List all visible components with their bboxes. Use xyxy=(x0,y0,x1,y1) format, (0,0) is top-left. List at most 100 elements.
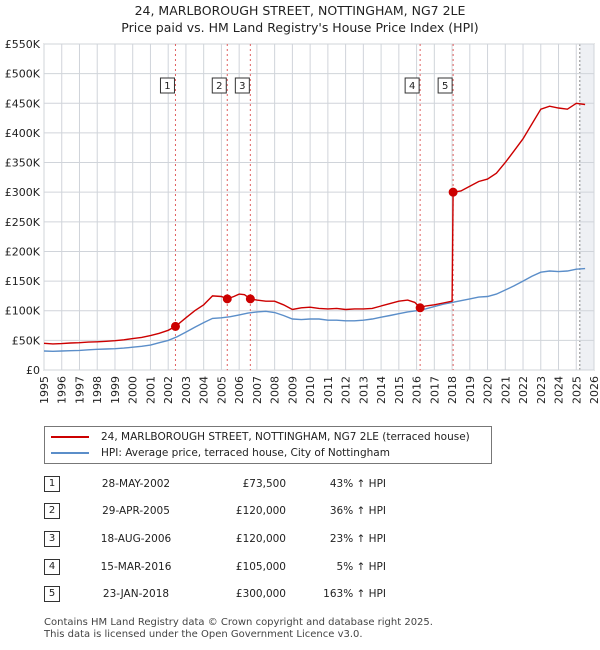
x-tick-label: 1995 xyxy=(38,376,51,404)
x-tick-label: 2022 xyxy=(517,376,530,404)
chart-title-line1: 24, MARLBOROUGH STREET, NOTTINGHAM, NG7 … xyxy=(134,3,466,18)
y-tick-label: £200K xyxy=(5,245,41,258)
y-tick-label: £50K xyxy=(12,334,41,347)
x-tick-label: 2021 xyxy=(499,376,512,404)
sale-date: 29-APR-2005 xyxy=(102,505,170,518)
x-tick-label: 2008 xyxy=(269,376,282,404)
y-tick-label: £550K xyxy=(5,38,41,51)
table-row: 5 23-JAN-2018 £300,000 163% ↑ HPI xyxy=(36,580,386,608)
x-tick-label: 2012 xyxy=(340,376,353,404)
sale-point xyxy=(170,321,180,331)
sale-marker-box xyxy=(211,77,227,94)
legend-swatch-property xyxy=(51,436,89,438)
y-tick-label: £0 xyxy=(26,364,40,377)
y-tick-label: £150K xyxy=(5,275,41,288)
sale-price: £105,000 xyxy=(235,560,286,573)
x-tick-label: 2020 xyxy=(482,376,495,404)
chart-legend: 24, MARLBOROUGH STREET, NOTTINGHAM, NG7 … xyxy=(44,426,492,464)
x-tick-label: 2026 xyxy=(588,376,600,404)
sale-marker-box xyxy=(159,77,175,94)
x-tick-label: 1998 xyxy=(91,376,104,404)
sale-hpi-change: 5% ↑ HPI xyxy=(336,560,386,573)
table-row: 4 15-MAR-2016 £105,000 5% ↑ HPI xyxy=(36,553,386,581)
property-price-line xyxy=(43,102,586,345)
sale-price: £73,500 xyxy=(242,477,286,490)
y-tick-label: £350K xyxy=(5,157,41,170)
sale-hpi-change: 163% ↑ HPI xyxy=(323,588,386,601)
legend-item-property: 24, MARLBOROUGH STREET, NOTTINGHAM, NG7 … xyxy=(51,429,470,445)
x-tick-label: 2011 xyxy=(322,376,335,404)
x-tick-label: 1997 xyxy=(73,376,86,404)
sale-number-badge: 3 xyxy=(44,530,60,547)
sale-marker-box xyxy=(437,77,453,94)
sale-number-badge: 2 xyxy=(44,503,60,520)
x-tick-label: 2019 xyxy=(464,376,477,404)
plot-area xyxy=(43,43,595,371)
x-tick-label: 2007 xyxy=(251,376,264,404)
x-tick-label: 1999 xyxy=(109,376,122,404)
future-shaded-region xyxy=(579,44,594,370)
y-tick-label: £500K xyxy=(5,68,41,81)
sale-point xyxy=(222,294,232,304)
x-tick-label: 2005 xyxy=(215,376,228,404)
x-tick-label: 2023 xyxy=(535,376,548,404)
y-tick-label: £450K xyxy=(5,97,41,110)
x-tick-label: 2017 xyxy=(428,376,441,404)
price-chart: £0 £50K £100K £150K £200K £250K £300K £350K £400… xyxy=(5,38,600,404)
x-tick-label: 2004 xyxy=(198,376,211,404)
sale-point xyxy=(448,187,458,197)
x-tick-label: 2014 xyxy=(375,376,388,404)
sale-hpi-change: 43% ↑ HPI xyxy=(329,477,386,490)
sale-date: 18-AUG-2006 xyxy=(100,532,172,545)
table-row: 1 28-MAY-2002 £73,500 43% ↑ HPI xyxy=(36,470,386,498)
sale-marker-label: 4 xyxy=(409,81,415,92)
sale-hpi-change: 23% ↑ HPI xyxy=(329,532,386,545)
table-row: 2 29-APR-2005 £120,000 36% ↑ HPI xyxy=(36,498,386,526)
sale-marker-label: 3 xyxy=(239,81,245,92)
table-row: 3 18-AUG-2006 £120,000 23% ↑ HPI xyxy=(36,525,386,553)
sale-date: 28-MAY-2002 xyxy=(101,477,171,490)
y-tick-label: £400K xyxy=(5,127,41,140)
x-tick-label: 2016 xyxy=(411,376,424,404)
sale-number-badge: 5 xyxy=(44,586,60,603)
sale-marker-label: 5 xyxy=(442,81,448,92)
sale-number-badge: 1 xyxy=(44,475,60,492)
sale-marker-box xyxy=(234,77,250,94)
x-tick-label: 2009 xyxy=(286,376,299,404)
legend-item-hpi: HPI: Average price, terraced house, City… xyxy=(51,445,390,461)
chart-title-line2: Price paid vs. HM Land Registry's House … xyxy=(121,20,479,35)
y-tick-label: £250K xyxy=(5,216,41,229)
x-tick-label: 2018 xyxy=(446,376,459,404)
y-tick-label: £100K xyxy=(5,305,41,318)
x-tick-label: 2006 xyxy=(233,376,246,404)
x-tick-label: 2000 xyxy=(127,376,140,404)
x-tick-label: 2002 xyxy=(162,376,175,404)
footer-line-license: This data is licensed under the Open Gov… xyxy=(44,629,363,640)
x-tick-label: 2013 xyxy=(357,376,370,404)
sale-marker-label: 2 xyxy=(216,81,222,92)
x-tick-label: 2003 xyxy=(180,376,193,404)
x-tick-label: 2010 xyxy=(304,376,317,404)
legend-label-property: 24, MARLBOROUGH STREET, NOTTINGHAM, NG7 … xyxy=(101,431,470,443)
x-tick-label: 2025 xyxy=(570,376,583,404)
hpi-line xyxy=(43,267,586,353)
x-tick-label: 2015 xyxy=(393,376,406,404)
sale-marker-label: 1 xyxy=(164,81,170,92)
sale-date: 23-JAN-2018 xyxy=(102,588,170,601)
sale-point xyxy=(415,303,425,313)
x-tick-label: 2001 xyxy=(144,376,157,404)
sale-marker-box xyxy=(404,77,420,94)
x-tick-label: 2024 xyxy=(553,376,566,404)
sale-point xyxy=(245,294,255,304)
sale-hpi-change: 36% ↑ HPI xyxy=(329,505,386,518)
sale-number-badge: 4 xyxy=(44,558,60,575)
x-tick-label: 1996 xyxy=(56,376,69,404)
sale-price: £300,000 xyxy=(235,588,286,601)
legend-label-hpi: HPI: Average price, terraced house, City… xyxy=(101,447,390,459)
sale-price: £120,000 xyxy=(235,505,286,518)
sales-table: 1 28-MAY-2002 £73,500 43% ↑ HPI 2 29-APR… xyxy=(36,470,386,608)
y-tick-label: £300K xyxy=(5,186,41,199)
sale-price: £120,000 xyxy=(235,532,286,545)
sale-date: 15-MAR-2016 xyxy=(100,560,172,573)
footer-line-copyright: Contains HM Land Registry data © Crown c… xyxy=(44,617,433,628)
